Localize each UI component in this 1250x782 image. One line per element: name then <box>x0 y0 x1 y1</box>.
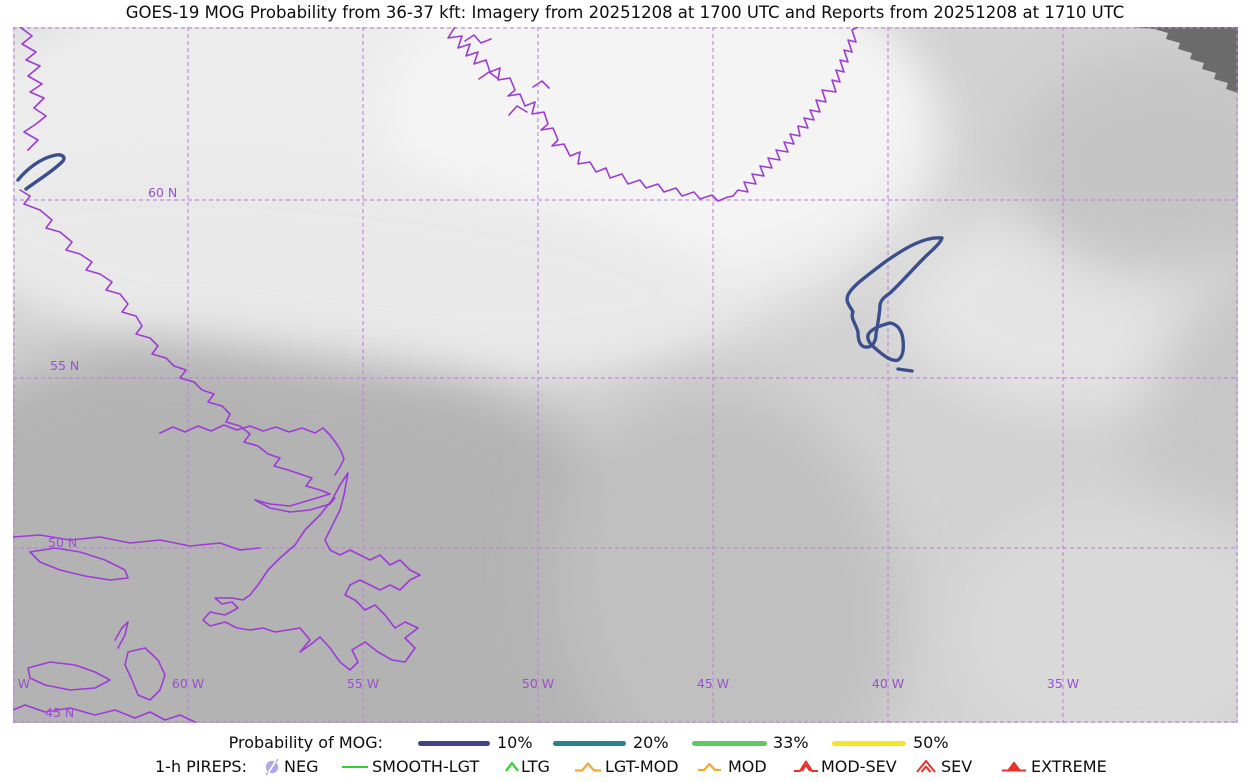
lat-label-45n: 45 N <box>45 705 75 720</box>
greenland-fjord-fragments <box>464 34 550 116</box>
pirep-extreme-label: EXTREME <box>1031 757 1107 776</box>
prob-20pct-line-swatch <box>553 741 626 746</box>
pirep-mod-sev-label: MOD-SEV <box>821 757 897 776</box>
prob-10pct-label: 10% <box>497 733 533 752</box>
mod-icon <box>698 762 721 772</box>
lon-label-60w: 60 W <box>171 676 205 691</box>
lat-label-60n: 60 N <box>148 185 178 200</box>
pirep-sev-label: SEV <box>941 757 973 776</box>
legend-probability-row: Probability of MOG: 10% 20% 33% 50% <box>0 732 1250 755</box>
lon-label-45w: 45 W <box>696 676 730 691</box>
prob-50pct-line-swatch <box>832 741 906 746</box>
lat-label-55n: 55 N <box>50 358 80 373</box>
prob-20pct-label: 20% <box>633 733 669 752</box>
lon-label-50w: 50 W <box>521 676 555 691</box>
pirep-lgt-mod-label: LGT-MOD <box>605 757 679 776</box>
nova-scotia-coastline <box>13 704 196 723</box>
lon-label-65w: 65 W <box>13 676 31 691</box>
extreme-icon <box>1002 761 1026 772</box>
product-title: GOES-19 MOG Probability from 36-37 kft: … <box>125 3 1125 22</box>
mog-10pct-contour-fragment <box>896 367 914 373</box>
mog-10pct-contour-labrador <box>16 153 66 191</box>
magdalen-islands-coastline <box>114 621 129 649</box>
prob-50pct-label: 50% <box>913 733 949 752</box>
latlon-gridlines <box>13 27 1238 723</box>
lon-label-35w: 35 W <box>1046 676 1080 691</box>
pirep-neg-label: NEG <box>284 757 319 776</box>
prob-33pct-line-swatch <box>692 741 767 746</box>
legend-probability-title: Probability of MOG: <box>228 733 383 752</box>
newfoundland-coastline <box>202 472 421 671</box>
sev-icon <box>916 760 936 773</box>
lon-label-55w: 55 W <box>346 676 380 691</box>
pirep-mod-label: MOD <box>728 757 767 776</box>
prince-edward-island-coastline <box>27 661 111 691</box>
satellite-map: 60 N 55 N 50 N 45 N 65 W 60 W 55 W 50 W … <box>13 27 1238 723</box>
lat-label-50n: 50 N <box>48 535 78 550</box>
legend-pireps-title: 1-h PIREPS: <box>155 757 247 776</box>
mog-10pct-contour-atlantic-south <box>866 321 906 363</box>
mog-10pct-contour-atlantic-main <box>845 236 944 349</box>
ltg-icon <box>505 761 519 772</box>
legend-pireps-row: 1-h PIREPS: NEG SMOOTH-LGT LTG LGT-MOD M… <box>0 756 1250 779</box>
smooth-lgt-icon <box>342 766 368 768</box>
lon-label-40w: 40 W <box>871 676 905 691</box>
quebec-north-shore-coastline <box>13 534 261 551</box>
mod-sev-icon <box>794 760 818 772</box>
prob-33pct-label: 33% <box>773 733 809 752</box>
labrador-north-coastline <box>19 27 47 151</box>
prob-10pct-line-swatch <box>418 741 490 746</box>
greenland-coastline <box>447 27 859 202</box>
labrador-coastline <box>19 189 336 513</box>
lgt-mod-icon <box>575 762 601 772</box>
pirep-ltg-label: LTG <box>521 757 550 776</box>
map-overlay <box>13 27 1238 723</box>
anticosti-island-coastline <box>29 547 129 581</box>
cape-breton-island-coastline <box>124 647 166 701</box>
neg-icon <box>265 758 279 776</box>
pirep-smooth-lgt-label: SMOOTH-LGT <box>372 757 480 776</box>
quebec-south-labrador-coastline <box>159 424 345 476</box>
